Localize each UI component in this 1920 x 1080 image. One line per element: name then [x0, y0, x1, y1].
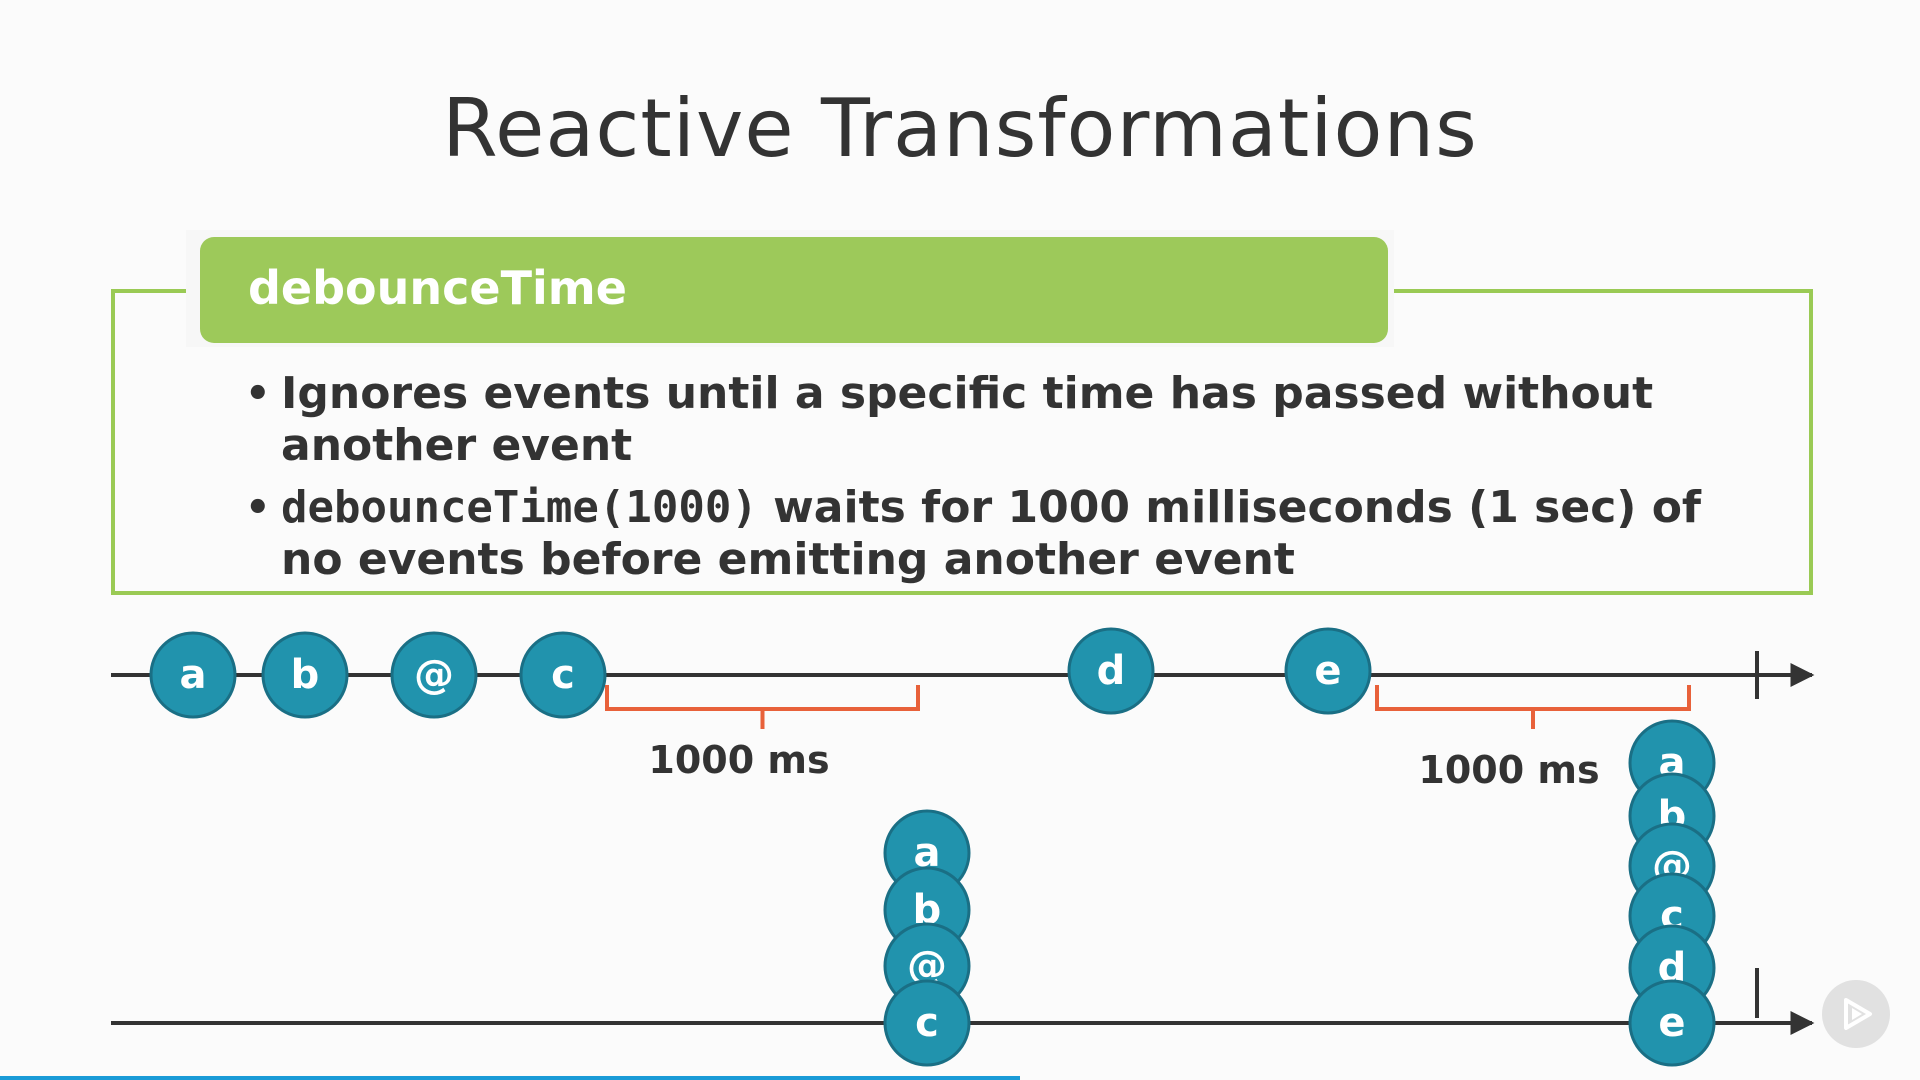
bullet-list: • Ignores events until a specific time h… [245, 368, 1705, 596]
input-marble-label: c [551, 652, 575, 698]
interval-label: 1000 ms [648, 738, 829, 782]
output-marble-label: c [915, 1000, 939, 1046]
interval-bracket [1375, 685, 1691, 711]
slide-title: Reactive Transformations [442, 82, 1478, 175]
playback-progress[interactable] [0, 1076, 1020, 1080]
input-marble [261, 631, 349, 719]
input-marble-label: b [291, 652, 320, 698]
output-marble [883, 979, 971, 1067]
interval-bracket [605, 685, 920, 711]
bullet-text: waits for 1000 milliseconds (1 sec) of n… [281, 482, 1702, 585]
output-marble-label: e [1658, 1000, 1685, 1046]
input-marble [149, 631, 237, 719]
input-marble [390, 631, 478, 719]
bullet-item: • debounceTime(1000) waits for 1000 mill… [245, 482, 1705, 586]
play-button[interactable] [1822, 980, 1890, 1048]
bullet-item: • Ignores events until a specific time h… [245, 368, 1705, 472]
input-marble-label: e [1314, 648, 1341, 694]
bullet-dot: • [245, 485, 271, 531]
play-icon [1844, 998, 1872, 1030]
input-marble-label: a [180, 652, 207, 698]
operator-name: debounceTime [248, 261, 627, 315]
bullet-dot: • [245, 371, 271, 417]
input-marble-label: @ [414, 652, 454, 698]
input-marble-label: d [1097, 648, 1126, 694]
input-marble [1067, 627, 1155, 715]
operator-header: debounceTime [200, 237, 1388, 343]
input-marble [1284, 627, 1372, 715]
bullet-code: debounceTime(1000) [281, 482, 758, 533]
output-marble [1628, 979, 1716, 1067]
bullet-text: Ignores events until a specific time has… [281, 368, 1654, 471]
input-marble [519, 631, 607, 719]
interval-label: 1000 ms [1418, 748, 1599, 792]
